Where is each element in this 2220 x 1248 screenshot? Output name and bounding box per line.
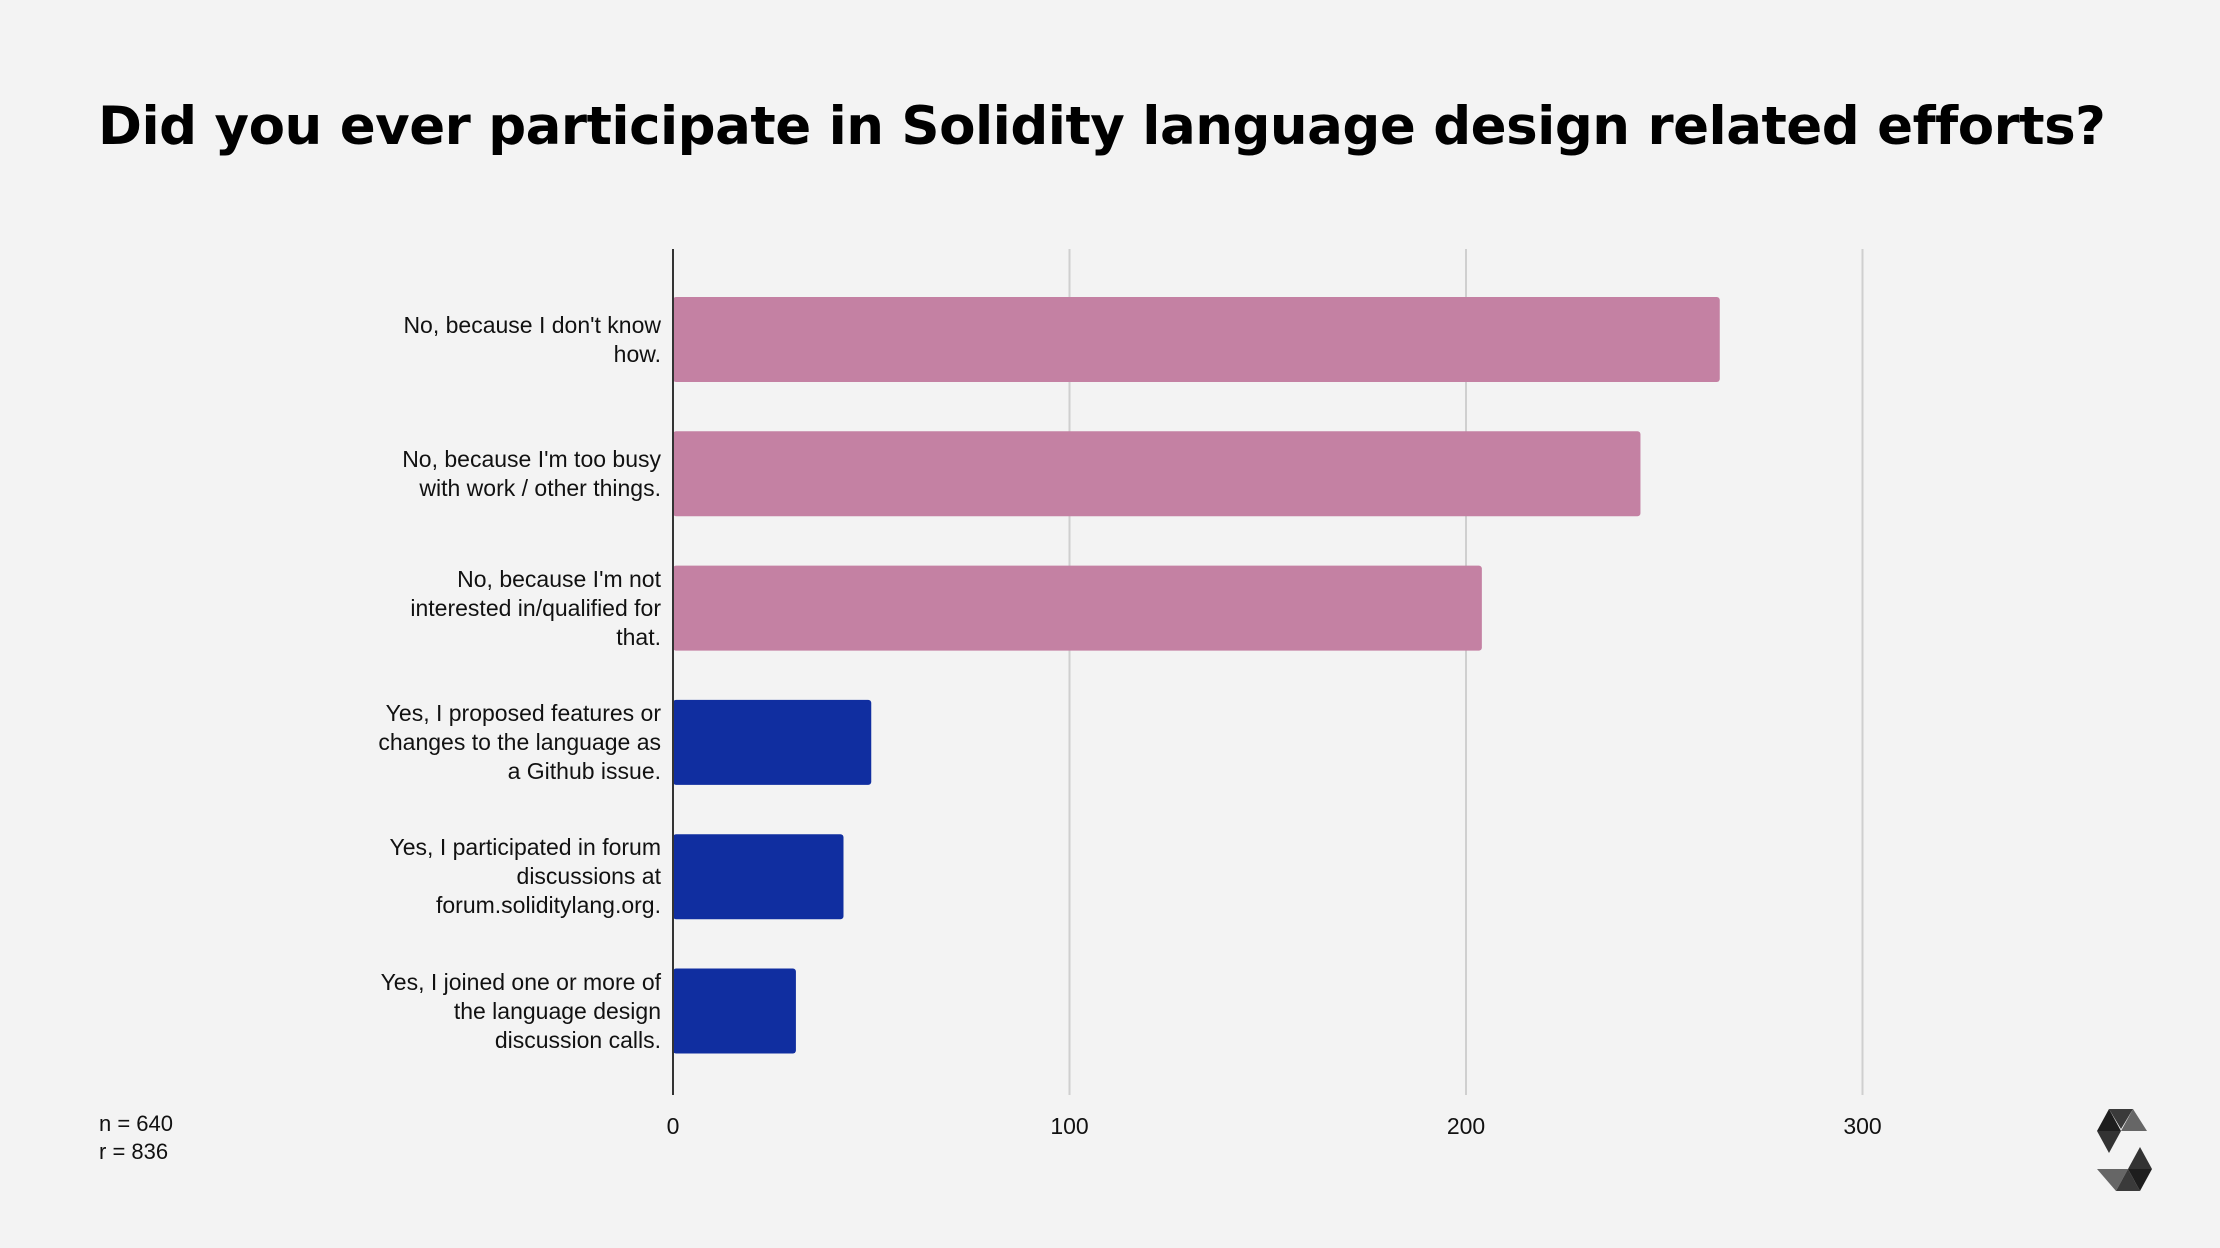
x-tick-label: 100 (1050, 1113, 1089, 1139)
sample-size-r: r = 836 (99, 1139, 169, 1164)
bar (673, 565, 1482, 651)
bar (673, 297, 1720, 382)
category-label: Yes, I participated in forum discussions… (389, 834, 661, 919)
bar (673, 699, 872, 785)
category-label: No, because I'm too busy with work / oth… (402, 445, 661, 501)
bar (673, 834, 844, 920)
x-tick-label: 200 (1446, 1113, 1486, 1139)
category-label: No, because I don't know how. (403, 311, 661, 367)
category-label: Yes, I proposed features or changes to t… (378, 699, 661, 784)
chart-title: Did you ever participate in Solidity lan… (98, 96, 2106, 157)
bar (673, 968, 796, 1054)
category-label: Yes, I joined one or more of the languag… (380, 968, 661, 1053)
sample-size-n: n = 640 (99, 1111, 174, 1136)
solidity-logo-icon (2097, 1109, 2152, 1191)
bar (673, 431, 1641, 517)
category-label: No, because I'm not interested in/qualif… (410, 565, 661, 650)
x-tick-label: 300 (1843, 1113, 1882, 1139)
x-tick-label: 0 (666, 1113, 680, 1139)
